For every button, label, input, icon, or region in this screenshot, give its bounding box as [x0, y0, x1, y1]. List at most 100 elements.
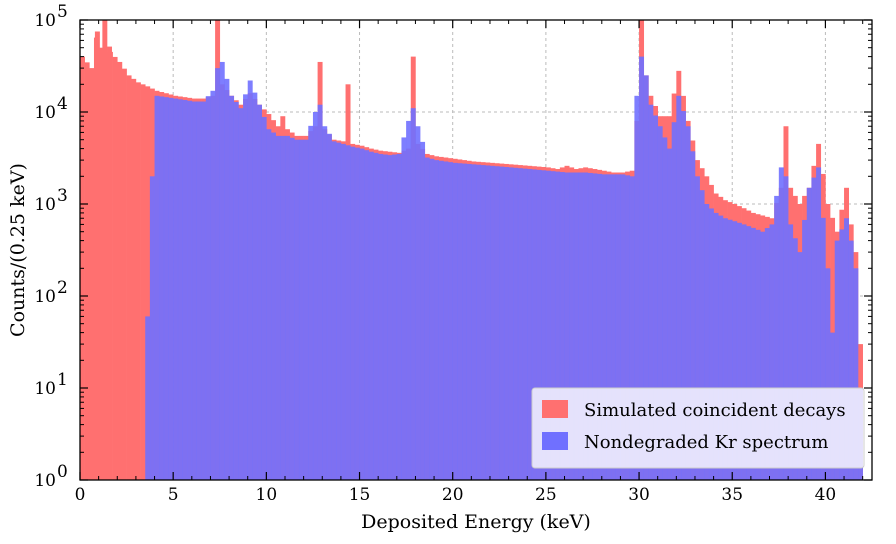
bar [434, 160, 440, 480]
bar [98, 47, 104, 480]
bar [564, 172, 570, 480]
bar [326, 133, 332, 480]
x-tick-label: 30 [628, 485, 650, 505]
bar [280, 135, 286, 480]
y-axis-label: Counts/(0.25 keV) [7, 163, 29, 337]
bar [452, 162, 458, 481]
bar [368, 151, 374, 480]
legend-swatch-simulated [542, 400, 568, 418]
bar [708, 208, 714, 480]
series-nondegraded [145, 56, 863, 481]
bar [802, 219, 808, 481]
bar [140, 84, 146, 480]
bar [233, 101, 239, 481]
axis-ticks [79, 19, 872, 481]
bar [667, 148, 672, 480]
bar [741, 224, 747, 480]
bar [117, 61, 123, 480]
legend: Simulated coincident decays Nondegraded … [531, 387, 865, 469]
bar [583, 172, 589, 480]
bar [718, 215, 724, 480]
bar [401, 137, 407, 480]
bar [205, 96, 211, 480]
bar [555, 171, 561, 480]
bar [527, 169, 533, 480]
bar [774, 195, 780, 481]
x-tick-label: 15 [349, 485, 371, 505]
bar [247, 80, 253, 480]
x-axis-label: Deposited Energy (keV) [361, 511, 591, 533]
bar [755, 229, 761, 480]
plot-frame [79, 19, 873, 481]
bar [476, 164, 481, 480]
x-tick-label: 5 [168, 485, 179, 505]
bar [746, 226, 752, 480]
bar [424, 157, 430, 481]
bar [420, 141, 426, 480]
bar [690, 151, 696, 480]
bar [550, 171, 556, 481]
bar [289, 137, 295, 480]
bar [243, 94, 249, 481]
bar [294, 139, 300, 480]
bar [569, 172, 575, 480]
bar [629, 176, 635, 480]
bar [229, 95, 235, 480]
bar [187, 100, 193, 481]
bar [163, 97, 169, 480]
bar [410, 108, 416, 481]
bar [503, 166, 509, 481]
bar [392, 154, 398, 480]
legend-label-simulated: Simulated coincident decays [584, 400, 846, 421]
bar [648, 104, 654, 480]
bar [541, 170, 547, 481]
bar [308, 125, 314, 480]
bar [699, 190, 705, 480]
bar [364, 150, 370, 480]
bar [298, 139, 304, 480]
bar [732, 221, 738, 480]
bar [303, 139, 309, 480]
bar [671, 122, 677, 480]
bar [182, 100, 188, 481]
bar [196, 101, 202, 480]
bar [844, 218, 850, 480]
bar [201, 101, 207, 480]
bar [271, 132, 276, 480]
bar [387, 155, 393, 480]
bar [457, 163, 463, 480]
bar [322, 126, 328, 480]
bar [396, 153, 402, 480]
y-tick-label: 10 [34, 379, 56, 399]
bar [820, 217, 826, 480]
y-tick-exponent: 5 [57, 2, 68, 22]
bar [792, 238, 798, 480]
bar [210, 90, 216, 480]
y-tick-exponent: 4 [57, 94, 68, 114]
bar [359, 148, 365, 480]
bar [102, 20, 108, 480]
x-tick-label: 20 [442, 485, 464, 505]
bar [429, 158, 435, 480]
bar [848, 240, 854, 480]
bar [545, 170, 551, 480]
x-tick-label: 0 [75, 485, 86, 505]
bar [173, 98, 179, 481]
y-tick-exponent: 3 [57, 186, 68, 206]
bar [145, 316, 151, 480]
bar [662, 137, 668, 480]
bar [252, 92, 258, 481]
bar [643, 75, 649, 480]
legend-swatch-nondegraded [542, 432, 568, 450]
bar [587, 172, 593, 480]
bar [354, 147, 360, 480]
bar [657, 126, 663, 480]
bar [135, 82, 141, 480]
bar [778, 167, 784, 480]
bar [438, 160, 444, 481]
bar [168, 97, 174, 481]
bar [559, 172, 565, 480]
bar [764, 228, 770, 480]
